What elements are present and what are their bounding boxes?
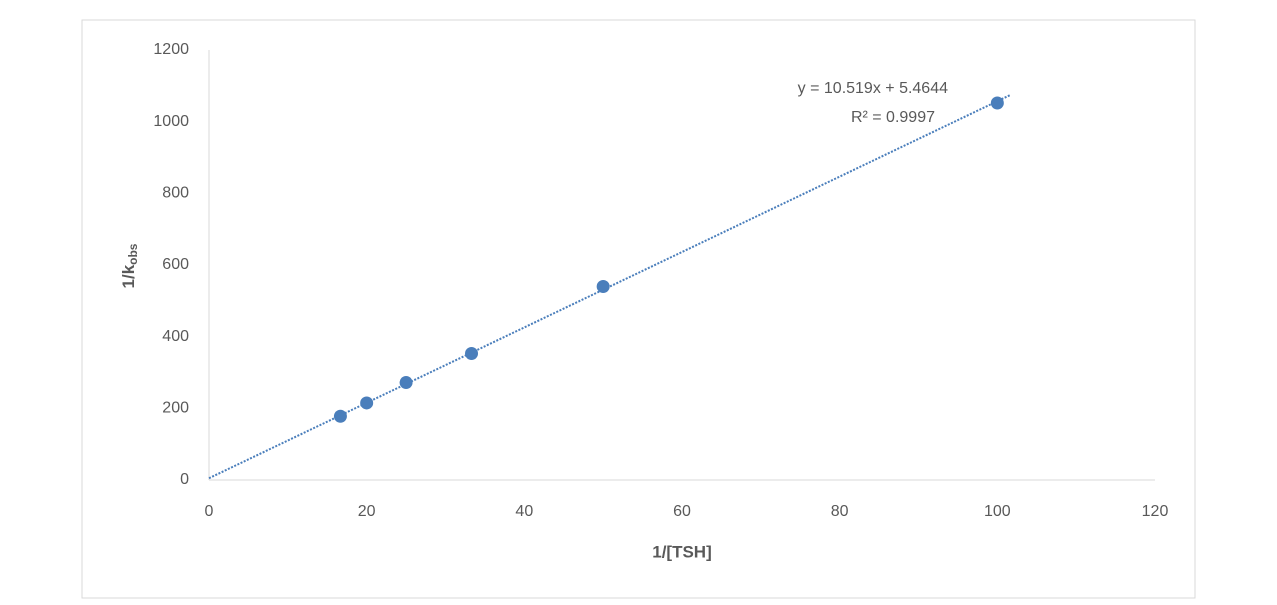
data-point — [465, 347, 479, 361]
y-tick-label: 800 — [162, 185, 189, 202]
x-tick-label: 40 — [515, 503, 533, 520]
y-tick-label: 600 — [162, 256, 189, 273]
y-axis-title-main: 1/k — [119, 264, 138, 288]
data-point — [333, 409, 347, 423]
x-tick-label: 120 — [1142, 503, 1169, 520]
x-tick-label: 80 — [831, 503, 849, 520]
y-tick-label: 200 — [162, 400, 189, 417]
data-point — [990, 96, 1004, 110]
equation-annotation: y = 10.519x + 5.4644 — [798, 80, 948, 97]
y-tick-label: 400 — [162, 328, 189, 345]
x-tick-label: 60 — [673, 503, 691, 520]
x-tick-label: 0 — [205, 503, 214, 520]
y-axis-title-subscript: obs — [126, 243, 140, 265]
y-tick-label: 1200 — [153, 41, 189, 58]
r2-annotation: R² = 0.9997 — [851, 109, 935, 126]
x-tick-label: 20 — [358, 503, 376, 520]
data-point — [399, 376, 413, 390]
x-tick-label: 100 — [984, 503, 1011, 520]
x-axis-title: 1/[TSH] — [652, 542, 712, 561]
chart-frame — [81, 19, 1196, 599]
y-tick-label: 1000 — [153, 113, 189, 130]
data-point — [360, 396, 374, 410]
y-tick-label: 0 — [180, 471, 189, 488]
y-axis-title: 1/kobs — [119, 243, 140, 288]
data-point — [596, 280, 610, 293]
